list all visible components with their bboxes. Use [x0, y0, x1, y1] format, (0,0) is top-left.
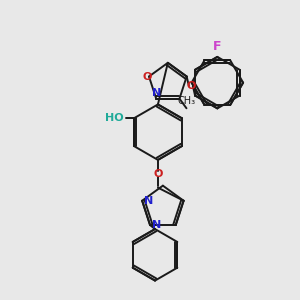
- Text: O: O: [153, 169, 163, 179]
- Text: N: N: [152, 220, 161, 230]
- Text: N: N: [144, 196, 153, 206]
- Text: N: N: [152, 88, 161, 98]
- Text: HO: HO: [105, 113, 124, 123]
- Text: O: O: [186, 81, 196, 91]
- Text: O: O: [142, 71, 152, 82]
- Text: F: F: [213, 40, 222, 53]
- Text: CH₃: CH₃: [177, 96, 196, 106]
